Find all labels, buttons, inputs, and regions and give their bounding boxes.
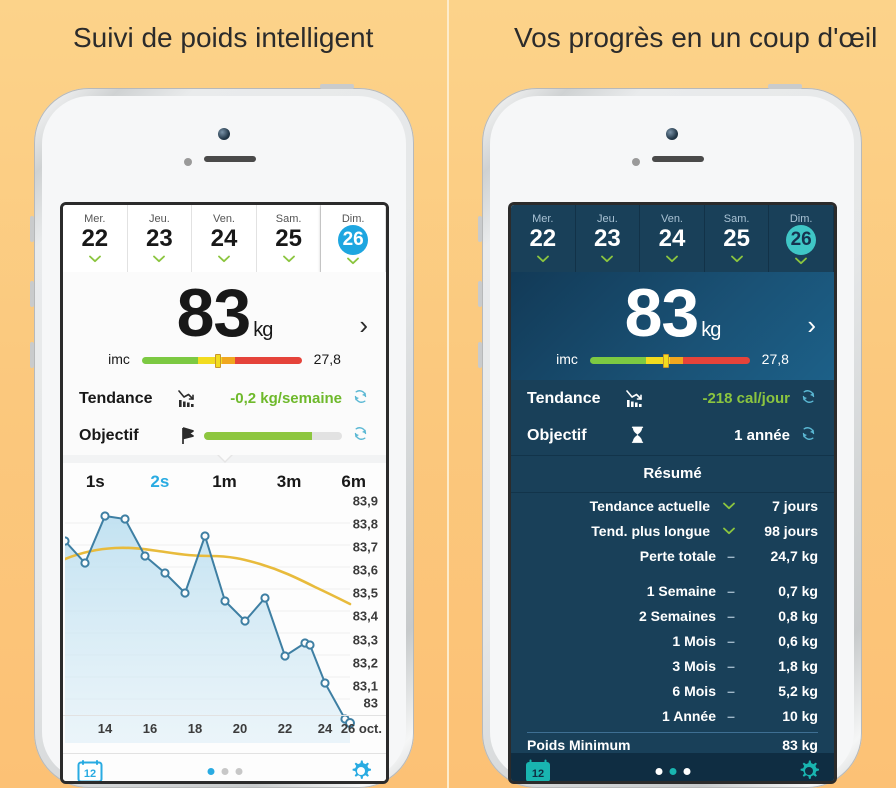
svg-text:12: 12	[532, 768, 544, 780]
svg-text:12: 12	[84, 768, 96, 780]
